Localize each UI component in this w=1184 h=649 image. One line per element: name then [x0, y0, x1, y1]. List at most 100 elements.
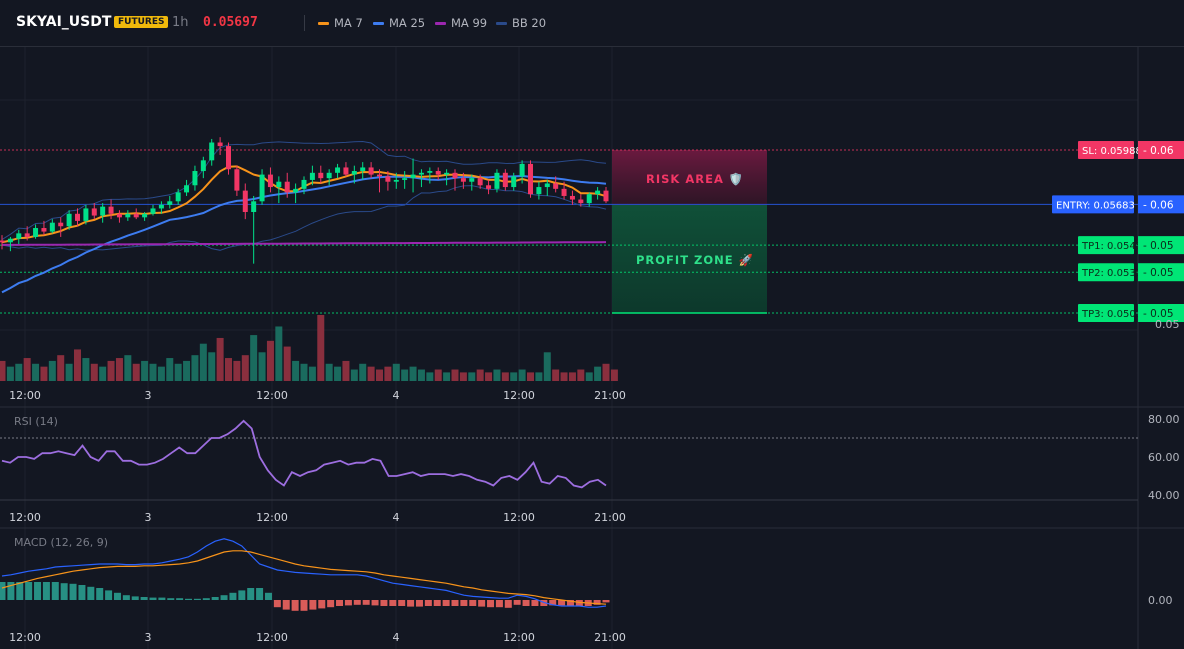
macd-hist-bar	[202, 598, 210, 600]
macd-hist-bar	[105, 590, 113, 600]
volume-bar	[115, 358, 123, 381]
volume-bar	[250, 335, 258, 381]
candle-body	[603, 190, 609, 202]
volume-bar	[577, 369, 585, 381]
candle-body	[502, 172, 508, 188]
macd-hist-bar	[558, 600, 566, 606]
macd-hist-bar	[549, 600, 557, 606]
macd-hist-bar	[336, 600, 344, 606]
legend-ma25[interactable]: MA 25	[373, 16, 425, 30]
x-tick: 12:00	[503, 631, 535, 644]
risk-area-zone	[612, 150, 767, 205]
candle-body	[276, 181, 282, 188]
legend-ma99[interactable]: MA 99	[435, 16, 487, 30]
x-tick: 12:00	[256, 389, 288, 402]
volume-bar	[0, 360, 6, 381]
x-tick: 21:00	[594, 389, 626, 402]
candle-body	[528, 163, 533, 195]
ma99-swatch	[435, 21, 446, 25]
candle-body	[561, 188, 567, 196]
macd-hist-bar	[176, 598, 184, 600]
x-tick: 12:00	[503, 511, 535, 524]
volume-bar	[199, 343, 207, 381]
volume-bar	[308, 366, 316, 381]
candle-body	[418, 172, 424, 175]
profit-zone	[612, 205, 767, 313]
macd-hist-bar	[113, 592, 121, 600]
candle-body	[116, 213, 122, 218]
volume-bar	[208, 352, 216, 381]
macd-hist-bar	[149, 597, 157, 600]
candle-body	[226, 146, 231, 170]
interval-selector[interactable]: 1h	[172, 15, 189, 30]
volume-bar	[40, 366, 48, 381]
volume-bar	[568, 372, 576, 381]
macd-hist-bar	[131, 596, 139, 600]
macd-hist-bar	[504, 600, 512, 608]
entry-axis-value: - 0.06	[1143, 199, 1174, 211]
x-tick: 12:00	[256, 631, 288, 644]
macd-tick-0: 0.00	[1148, 594, 1173, 607]
volume-bar	[141, 360, 149, 381]
volume-bar	[32, 363, 40, 381]
candle-body	[444, 172, 450, 175]
volume-bar	[283, 346, 291, 381]
volume-bar	[48, 360, 56, 381]
macd-hist-bar	[602, 600, 610, 603]
macd-hist-bar	[7, 582, 15, 600]
entry-axis-bg	[1138, 195, 1184, 214]
macd-hist-bar	[531, 600, 539, 606]
macd-hist-bar	[575, 600, 583, 606]
volume-bar	[602, 363, 610, 381]
macd-hist-bar	[309, 600, 317, 610]
candle-body	[477, 178, 483, 186]
volume-bar	[325, 363, 333, 381]
volume-bar	[409, 366, 417, 381]
candle-body	[293, 188, 299, 193]
candle-body	[402, 178, 408, 180]
macd-hist-bar	[42, 582, 50, 600]
futures-badge: FUTURES	[114, 16, 169, 28]
candle-body	[360, 167, 366, 172]
rsi-line	[1, 419, 607, 489]
candle-body	[494, 172, 500, 189]
candle-body	[83, 208, 89, 221]
ma7-swatch	[318, 21, 329, 25]
candle-body	[33, 228, 39, 237]
macd-hist-bar	[60, 583, 68, 600]
symbol-name[interactable]: SKYAI_USDT	[16, 14, 112, 30]
macd-hist-bar	[273, 600, 281, 608]
macd-hist-bar	[353, 600, 361, 605]
x-tick: 12:00	[9, 631, 41, 644]
volume-bar	[216, 337, 224, 381]
candle-body	[251, 201, 257, 212]
legend-bb20[interactable]: BB 20	[496, 16, 546, 30]
candle-body	[368, 167, 374, 175]
volume-bar	[258, 352, 266, 381]
volume-bar	[401, 369, 409, 381]
x-axis-macd: 12:00 3 12:00 4 12:00 21:00	[9, 631, 626, 644]
volume-bar	[535, 372, 543, 381]
macd-hist-bar	[371, 600, 379, 606]
candle-body	[158, 204, 164, 209]
candle-body	[192, 171, 198, 186]
x-tick: 12:00	[9, 511, 41, 524]
tp3-axis-bg	[1138, 304, 1184, 322]
volume-bar	[501, 372, 509, 381]
volume-bar	[342, 360, 350, 381]
entry-label: ENTRY: 0.05683	[1056, 200, 1135, 211]
candle-body	[377, 174, 382, 177]
volume-bar	[459, 372, 467, 381]
candle-body	[24, 233, 30, 237]
volume-bar	[107, 360, 115, 381]
tp2-label-bg	[1078, 263, 1134, 282]
macd-hist-bar	[442, 600, 450, 606]
candle-body	[100, 206, 106, 216]
candle-body	[259, 174, 265, 202]
volume-bar	[367, 366, 375, 381]
candle-body	[91, 208, 97, 216]
macd-hist-bar	[211, 597, 219, 600]
volume-bar	[23, 358, 31, 381]
legend-ma7[interactable]: MA 7	[318, 16, 363, 30]
